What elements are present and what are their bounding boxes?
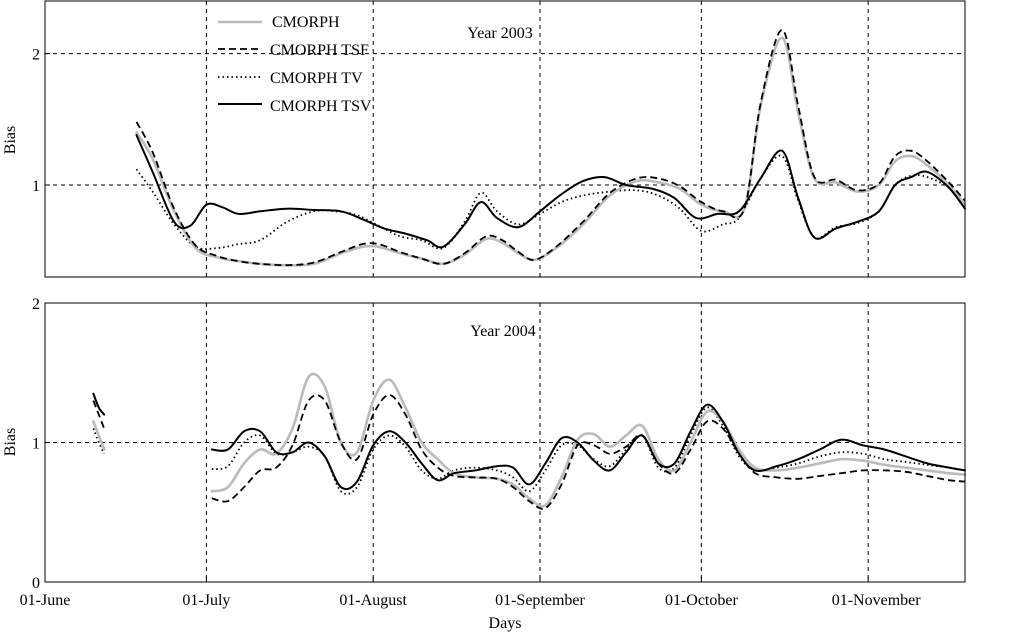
y-ticks-2004: 0 1 2 [32,296,50,592]
legend-label-cmorph: CMORPH [272,14,340,31]
panel-title-2003: Year 2003 [467,25,532,42]
y-tick-label: 0 [32,575,40,592]
x-tick-labels: 01-June 01-July 01-August 01-September 01-Oc… [20,577,922,609]
series-line-cmorph-tsv [92,392,106,416]
x-axis-label: Days [489,615,522,632]
panel-2003: 12 Year 2003 Bias CMORPH CMORPH TSF CMOR… [2,0,967,278]
series-line-cmorph-tsf [92,400,106,429]
y-tick-label: 2 [32,47,40,64]
y-tick-label: 1 [32,436,40,453]
series-line-cmorph [210,372,967,508]
series-line-cmorph [135,36,967,267]
grid-2003 [45,1,965,277]
y-tick-label: 2 [32,296,40,313]
series-line-cmorph-tsv [135,134,966,249]
x-tick-label: 01-August [339,592,407,609]
series-line-cmorph-tv [211,406,966,495]
series-line-cmorph-tsf [211,394,966,510]
grid-2004 [45,303,965,582]
x-tick-label: 01-October [665,592,739,609]
series-2003 [135,29,967,267]
series-line-cmorph-tsf [135,29,966,267]
x-tick-label: 01-July [182,592,230,609]
legend-label-cmorph-tsv: CMORPH TSV [270,98,372,115]
plot-frame-2003 [44,0,966,278]
y-axis-label-2004: Bias [2,428,19,456]
y-ticks-2003: 12 [32,47,50,195]
panel-2004: 0 1 2 Year 2004 Bias [2,296,967,592]
series-line-cmorph [92,420,106,451]
x-tick-label: 01-November [832,592,922,609]
panel-title-2004: Year 2004 [470,323,535,340]
y-tick-label: 1 [32,178,40,195]
x-tick-label: 01-September [495,592,585,609]
legend: CMORPH CMORPH TSF CMORPH TV CMORPH TSV [218,14,372,115]
series-line-cmorph-tsv [210,403,966,491]
x-tick-label: 01-June [20,592,71,609]
y-axis-label-2003: Bias [2,126,19,154]
legend-label-cmorph-tv: CMORPH TV [270,70,363,87]
series-2004 [92,372,967,510]
legend-label-cmorph-tsf: CMORPH TSF [270,42,369,59]
